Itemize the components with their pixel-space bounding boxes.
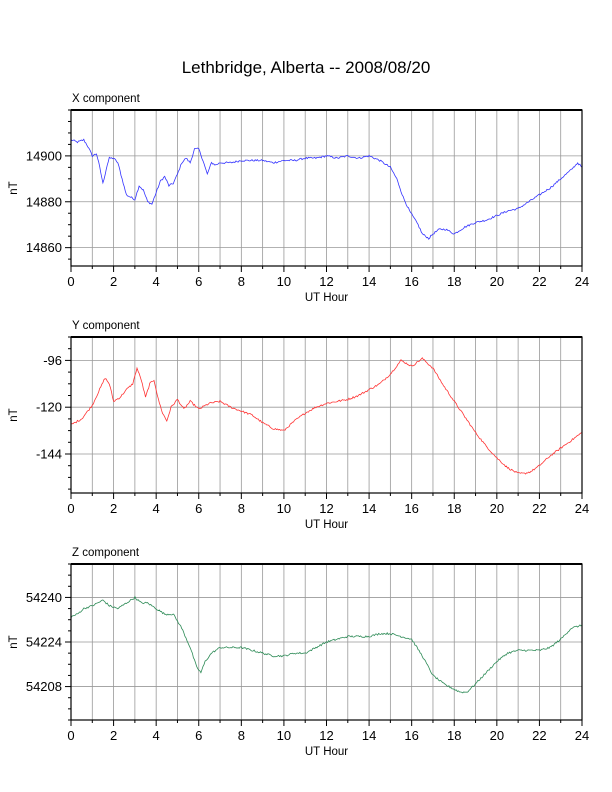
y-tick-label: -144 [36, 447, 62, 462]
x-tick-label: 8 [238, 728, 245, 743]
x-tick-label: 10 [277, 501, 291, 516]
x-tick-label: 18 [447, 501, 461, 516]
x-tick-label: 12 [319, 274, 333, 289]
y-tick-label: -120 [36, 400, 62, 415]
x-tick-label: 24 [575, 501, 589, 516]
x-tick-label: 18 [447, 274, 461, 289]
x-tick-label: 14 [362, 501, 376, 516]
x-tick-label: 12 [319, 728, 333, 743]
x-tick-label: 12 [319, 501, 333, 516]
x-tick-label: 2 [110, 501, 117, 516]
y-axis-label: nT [8, 408, 20, 421]
y-axis-label: nT [8, 635, 20, 648]
x-tick-label: 0 [67, 274, 74, 289]
x-tick-label: 14 [362, 728, 376, 743]
x-axis-label: UT Hour [305, 519, 348, 531]
x-tick-label: 22 [532, 501, 546, 516]
x-tick-label: 0 [67, 728, 74, 743]
panel-label: X component [72, 93, 141, 105]
x-tick-label: 16 [404, 274, 418, 289]
x-tick-label: 18 [447, 728, 461, 743]
x-tick-label: 22 [532, 728, 546, 743]
y-tick-label: 14860 [26, 240, 62, 255]
y-tick-label: 54224 [26, 635, 62, 650]
x-tick-label: 16 [404, 728, 418, 743]
x-tick-label: 10 [277, 274, 291, 289]
x-tick-label: 2 [110, 728, 117, 743]
series-line-x [70, 138, 583, 240]
x-tick-label: 20 [490, 274, 504, 289]
x-tick-label: 22 [532, 274, 546, 289]
x-tick-label: 8 [238, 274, 245, 289]
x-tick-label: 24 [575, 728, 589, 743]
y-tick-label: 54208 [26, 679, 62, 694]
x-tick-label: 24 [575, 274, 589, 289]
x-tick-label: 14 [362, 274, 376, 289]
x-tick-label: 0 [67, 501, 74, 516]
x-axis-label: UT Hour [305, 746, 348, 758]
panel-label: Y component [72, 320, 140, 332]
series-line-z [70, 595, 583, 694]
panel-label: Z component [72, 547, 140, 559]
x-tick-label: 6 [195, 728, 202, 743]
x-tick-label: 2 [110, 274, 117, 289]
x-tick-label: 4 [153, 501, 160, 516]
x-tick-label: 10 [277, 728, 291, 743]
x-tick-label: 8 [238, 501, 245, 516]
y-tick-label: 14880 [26, 194, 62, 209]
series-line-y [70, 357, 583, 475]
y-tick-label: 14900 [26, 148, 62, 163]
y-tick-label: 54240 [26, 590, 62, 605]
x-tick-label: 20 [490, 501, 504, 516]
x-tick-label: 4 [153, 274, 160, 289]
x-tick-label: 20 [490, 728, 504, 743]
x-tick-label: 6 [195, 274, 202, 289]
y-axis-label: nT [8, 181, 20, 194]
x-tick-label: 4 [153, 728, 160, 743]
x-axis-label: UT Hour [305, 292, 348, 304]
x-tick-label: 6 [195, 501, 202, 516]
x-tick-label: 16 [404, 501, 418, 516]
y-tick-label: -96 [43, 353, 62, 368]
page-title: Lethbridge, Alberta -- 2008/08/20 [181, 58, 431, 77]
